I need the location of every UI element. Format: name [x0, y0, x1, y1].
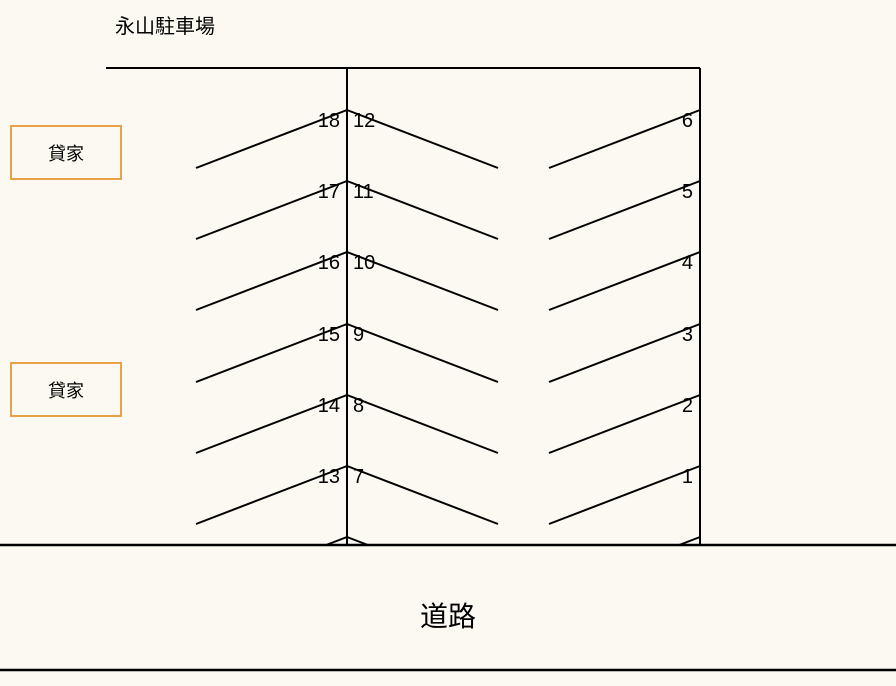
parking-diagram: 永山駐車場 181716151413121110987654321 貸家貸家 道…	[0, 0, 896, 686]
slot-label-9: 9	[353, 324, 364, 347]
slot-label-2: 2	[682, 395, 693, 418]
road-label: 道路	[0, 595, 896, 635]
slot-label-5: 5	[682, 181, 693, 204]
diagram-title: 永山駐車場	[115, 10, 215, 39]
slot-label-15: 15	[318, 324, 340, 347]
slot-label-12: 12	[353, 110, 375, 133]
slot-label-18: 18	[318, 110, 340, 133]
slot-label-6: 6	[682, 110, 693, 133]
slot-label-1: 1	[682, 466, 693, 489]
slot-label-10: 10	[353, 252, 375, 275]
slot-label-14: 14	[318, 395, 340, 418]
slot-label-7: 7	[353, 466, 364, 489]
rental-house-label: 貸家	[48, 377, 84, 403]
slot-label-3: 3	[682, 324, 693, 347]
slot-label-16: 16	[318, 252, 340, 275]
slot-label-13: 13	[318, 466, 340, 489]
rental-house-box-2: 貸家	[10, 362, 122, 417]
rental-house-label: 貸家	[48, 140, 84, 166]
diagram-lines	[0, 0, 896, 686]
slot-label-4: 4	[682, 252, 693, 275]
slot-label-17: 17	[318, 181, 340, 204]
slot-label-11: 11	[353, 181, 374, 204]
slot-label-8: 8	[353, 395, 364, 418]
rental-house-box-1: 貸家	[10, 125, 122, 180]
